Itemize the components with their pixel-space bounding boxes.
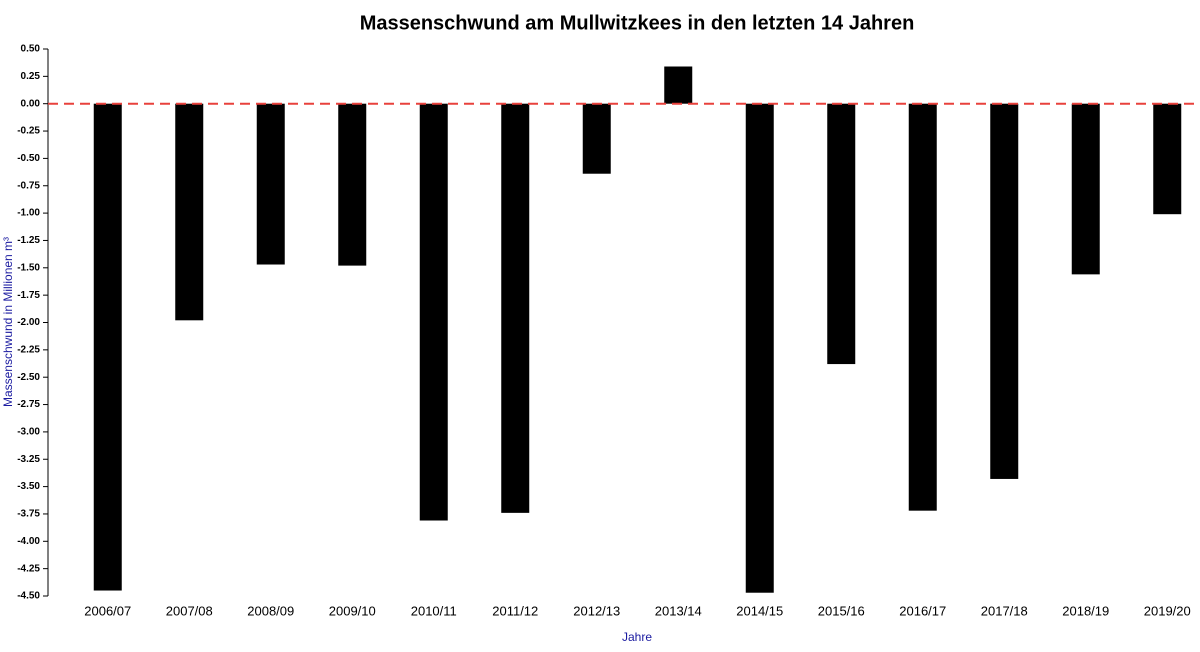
x-tick-label: 2013/14 (655, 603, 702, 618)
x-tick-label: 2006/07 (84, 603, 131, 618)
x-tick-label: 2019/20 (1144, 603, 1191, 618)
bar (175, 103, 204, 321)
y-tick-label: -2.50 (17, 372, 40, 383)
y-tick-label: -1.75 (17, 290, 40, 301)
y-tick-label: 0.25 (21, 71, 41, 82)
x-tick-label: 2017/18 (981, 603, 1028, 618)
bar (908, 103, 937, 511)
y-tick-label: -4.00 (17, 536, 40, 547)
bar (990, 103, 1019, 479)
y-tick-label: -1.50 (17, 262, 40, 273)
x-tick-label: 2014/15 (736, 603, 783, 618)
x-tick-label: 2015/16 (818, 603, 865, 618)
bar (664, 66, 693, 104)
y-tick-label: -2.00 (17, 317, 40, 328)
y-tick-label: -1.00 (17, 208, 40, 219)
y-tick-label: -3.00 (17, 427, 40, 438)
y-tick-label: -2.75 (17, 399, 40, 410)
y-tick-label: -4.25 (17, 563, 40, 574)
x-tick-label: 2016/17 (899, 603, 946, 618)
x-tick-label: 2007/08 (166, 603, 213, 618)
x-tick-label: 2010/11 (411, 603, 457, 618)
y-tick-label: -1.25 (17, 235, 40, 246)
x-tick-label: 2008/09 (247, 603, 294, 618)
bar (93, 103, 122, 591)
y-tick-label: -2.25 (17, 344, 40, 355)
bar (338, 103, 367, 266)
x-axis-label: Jahre (622, 630, 652, 644)
bar (827, 103, 856, 365)
bar (501, 103, 530, 513)
y-tick-label: 0.50 (21, 44, 41, 55)
y-tick-label: -3.25 (17, 454, 40, 465)
y-tick-label: -3.75 (17, 509, 40, 520)
bar (1153, 103, 1182, 215)
bar (745, 103, 774, 593)
y-tick-label: 0.00 (21, 98, 41, 109)
y-tick-label: -0.75 (17, 180, 40, 191)
bar (582, 103, 611, 174)
x-tick-label: 2009/10 (329, 603, 376, 618)
bar (256, 103, 285, 265)
bar (419, 103, 448, 521)
chart-title: Massenschwund am Mullwitzkees in den let… (360, 12, 915, 34)
y-tick-label: -0.25 (17, 126, 40, 137)
x-tick-label: 2011/12 (492, 603, 538, 618)
bar (1071, 103, 1100, 275)
x-tick-label: 2012/13 (573, 603, 620, 618)
y-axis-label: Massenschwund in Millionen m³ (1, 237, 15, 407)
y-tick-label: -0.50 (17, 153, 40, 164)
y-tick-label: -4.50 (17, 591, 40, 602)
y-tick-label: -3.50 (17, 481, 40, 492)
x-tick-label: 2018/19 (1062, 603, 1109, 618)
